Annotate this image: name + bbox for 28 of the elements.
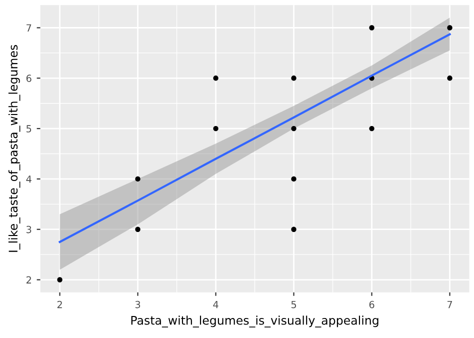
point xyxy=(135,226,140,232)
point xyxy=(57,277,62,282)
x-tick-label: 7 xyxy=(447,301,452,308)
line-series xyxy=(58,33,451,244)
y-tick-label: 2 xyxy=(26,276,31,284)
point xyxy=(369,126,374,132)
point xyxy=(213,76,218,81)
x-tick-label: 6 xyxy=(369,300,374,308)
y-axis-title: I_like_taste_of_pasta_with_legumes xyxy=(8,44,20,252)
point xyxy=(447,25,452,30)
y-tick-label: 4 xyxy=(26,176,32,183)
point xyxy=(369,25,374,30)
x-tick-label: 2 xyxy=(57,300,62,308)
point xyxy=(447,76,452,81)
y-tick-label: 6 xyxy=(26,74,32,82)
point xyxy=(291,76,296,81)
x-axis-title: Pasta_with_legumes_is_visually_appealing xyxy=(131,316,378,328)
point xyxy=(135,176,140,182)
y-tick-label: 5 xyxy=(26,125,32,132)
x-tick-label: 5 xyxy=(291,301,296,308)
point xyxy=(291,176,296,182)
x-tick-label: 3 xyxy=(135,300,140,308)
point xyxy=(213,126,218,132)
point xyxy=(291,226,296,232)
y-tick-label: 7 xyxy=(26,24,32,32)
x-tick-label: 4 xyxy=(213,301,218,308)
point xyxy=(291,126,296,132)
y-tick-label: 3 xyxy=(26,226,32,234)
